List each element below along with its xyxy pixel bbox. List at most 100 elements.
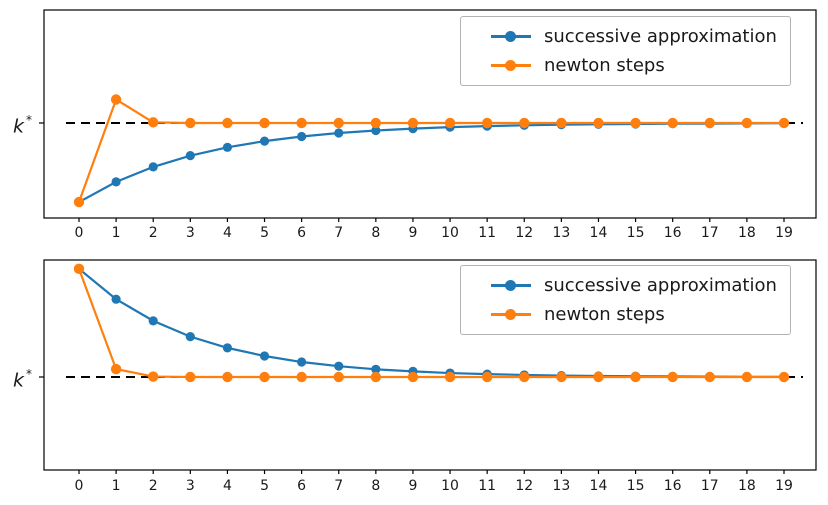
- newton-marker: [741, 371, 753, 383]
- successive-marker: [259, 136, 270, 146]
- newton-marker: [110, 94, 122, 105]
- bottom-plot-axes: [43, 259, 817, 471]
- top-x-axis: 0 1 2 3 4 5 6 7 8 9 10 11 12 13 14 15 16 17 18 19: [75, 218, 793, 241]
- x-tick-label: 9: [408, 478, 417, 494]
- newton-marker: [73, 196, 85, 208]
- x-tick-label: 4: [223, 478, 232, 494]
- x-tick-label: 11: [478, 225, 496, 241]
- newton-line-sample: [491, 57, 531, 75]
- newton-marker: [667, 371, 678, 383]
- newton-marker: [556, 117, 567, 129]
- legend-marker-swatch: [505, 309, 516, 320]
- newton-marker: [741, 117, 753, 129]
- kstar-base: k: [13, 369, 25, 392]
- newton-marker: [556, 371, 567, 383]
- x-tick-label: 13: [552, 225, 570, 241]
- x-tick-label: 14: [590, 478, 608, 494]
- newton-marker: [481, 117, 493, 129]
- successive-marker: [297, 357, 307, 367]
- x-tick-label: 10: [441, 225, 459, 241]
- successive-marker: [222, 343, 233, 353]
- x-tick-label: 3: [186, 478, 195, 494]
- legend-item-newton-steps: newton steps: [491, 300, 777, 329]
- successive-line-sample: [491, 28, 531, 46]
- x-tick-label: 18: [738, 225, 756, 241]
- newton-marker: [222, 371, 233, 383]
- x-tick-label: 8: [371, 478, 380, 494]
- newton-marker: [444, 117, 456, 129]
- x-tick-label: 2: [149, 225, 158, 241]
- x-tick-label: 4: [223, 225, 232, 241]
- newton-marker: [370, 117, 382, 129]
- successive-marker: [334, 128, 344, 138]
- x-tick-label: 17: [701, 225, 719, 241]
- newton-marker: [222, 117, 233, 129]
- newton-marker: [333, 371, 344, 383]
- newton-marker: [519, 117, 530, 129]
- x-tick-label: 19: [775, 225, 793, 241]
- newton-marker: [259, 117, 270, 129]
- x-tick-label: 18: [738, 478, 756, 494]
- legend-item-successive-approximation: successive approximation: [491, 22, 777, 51]
- legend-marker-swatch: [505, 31, 516, 42]
- newton-marker: [667, 117, 678, 129]
- x-tick-label: 5: [260, 225, 269, 241]
- top-plot: 0 1 2 3 4 5 6 7 8 9 10 11 12 13 14 15 16 17 18 19: [39, 9, 817, 241]
- x-tick-label: 3: [186, 225, 195, 241]
- newton-marker: [704, 117, 715, 129]
- legend-label: successive approximation: [544, 26, 777, 47]
- newton-marker: [333, 117, 344, 129]
- x-tick-label: 6: [297, 478, 306, 494]
- newton-marker: [185, 371, 196, 383]
- top-successive-line: [78, 122, 785, 204]
- x-tick-label: 0: [75, 478, 84, 494]
- successive-marker: [259, 351, 270, 361]
- successive-marker: [222, 142, 233, 152]
- newton-marker: [593, 117, 604, 129]
- newton-marker: [148, 117, 159, 128]
- x-tick-label: 6: [297, 225, 306, 241]
- x-tick-label: 16: [664, 225, 682, 241]
- x-tick-label: 13: [552, 478, 570, 494]
- kstar-base: k: [13, 115, 25, 138]
- newton-marker: [370, 371, 382, 383]
- kstar-sup: *: [26, 113, 33, 127]
- successive-marker: [111, 177, 121, 187]
- newton-marker: [593, 371, 604, 383]
- legend-item-newton-steps: newton steps: [491, 51, 777, 80]
- x-tick-label: 14: [590, 225, 608, 241]
- bottom-x-axis: 0 1 2 3 4 5 6 7 8 9 10 11 12 13 14 15 16 17 18 19: [75, 470, 793, 494]
- newton-marker: [185, 117, 196, 129]
- top-plot-axes: [43, 9, 817, 219]
- x-tick-label: 1: [112, 478, 121, 494]
- x-tick-label: 17: [701, 478, 719, 494]
- newton-marker: [778, 371, 790, 383]
- newton-marker: [630, 371, 641, 383]
- x-tick-label: 9: [408, 225, 417, 241]
- x-tick-label: 1: [112, 225, 121, 241]
- newton-marker: [296, 117, 307, 129]
- top-newton-line: [77, 97, 784, 203]
- newton-marker: [148, 371, 159, 382]
- legend-label: newton steps: [544, 304, 665, 325]
- x-tick-label: 11: [478, 478, 496, 494]
- successive-marker: [185, 332, 195, 342]
- newton-line-sample: [491, 306, 531, 324]
- bottom-ylabel-kstar: k *: [13, 364, 43, 391]
- x-tick-label: 16: [664, 478, 682, 494]
- newton-marker: [407, 371, 419, 383]
- legend-marker-swatch: [505, 280, 516, 291]
- successive-marker: [371, 125, 381, 136]
- newton-marker: [481, 371, 493, 383]
- newton-marker: [444, 371, 456, 383]
- legend-marker-swatch: [505, 60, 516, 71]
- successive-marker: [334, 361, 344, 371]
- newton-marker: [704, 371, 715, 383]
- newton-marker: [519, 371, 530, 383]
- bottom-plot: 0 1 2 3 4 5 6 7 8 9 10 11 12 13 14 15 16 17 18 19: [39, 259, 817, 494]
- successive-marker: [148, 162, 158, 172]
- x-tick-label: 15: [627, 225, 645, 241]
- x-tick-label: 12: [515, 225, 533, 241]
- newton-marker: [296, 371, 307, 383]
